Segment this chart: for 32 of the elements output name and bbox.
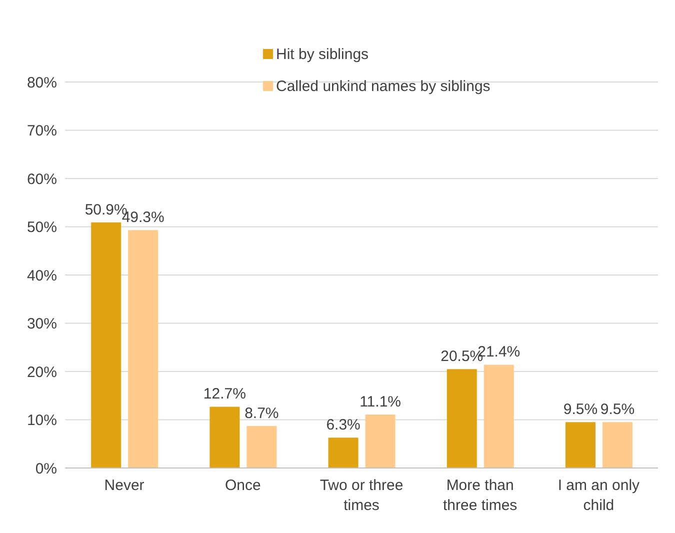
bar (484, 364, 514, 468)
y-tick-label: 20% (26, 364, 57, 381)
data-label: 11.1% (360, 393, 402, 410)
y-tick-label: 10% (26, 412, 57, 430)
y-tick-label: 40% (26, 267, 57, 284)
data-label: 9.5% (563, 401, 598, 418)
bar (446, 369, 477, 468)
y-tick-label: 80% (26, 74, 57, 92)
legend-label: Hit by siblings (276, 46, 369, 62)
bar (128, 230, 158, 468)
y-tick-label: 30% (26, 316, 57, 333)
bar (365, 414, 396, 468)
bar (246, 426, 277, 468)
bar (565, 422, 596, 468)
legend-label: Called unkind names by siblings (276, 78, 490, 94)
y-tick-label: 70% (26, 122, 57, 140)
bar (210, 406, 240, 468)
data-label: 8.7% (244, 405, 279, 422)
y-tick-label: 50% (26, 219, 57, 236)
x-tick-label: More than three times (443, 477, 518, 514)
y-tick-label: 0% (35, 460, 57, 478)
x-tick-label: Once (224, 477, 261, 494)
bar (328, 438, 358, 468)
bar (91, 222, 122, 468)
x-tick-label: Never (104, 477, 144, 494)
bar (602, 422, 632, 468)
x-tick-label: I am an only child (558, 477, 640, 514)
data-label: 9.5% (600, 401, 635, 418)
data-label: 6.3% (326, 416, 360, 434)
y-tick-label: 60% (26, 170, 57, 188)
x-tick-label: Two or three times (320, 477, 404, 514)
data-label: 12.7% (203, 386, 246, 403)
